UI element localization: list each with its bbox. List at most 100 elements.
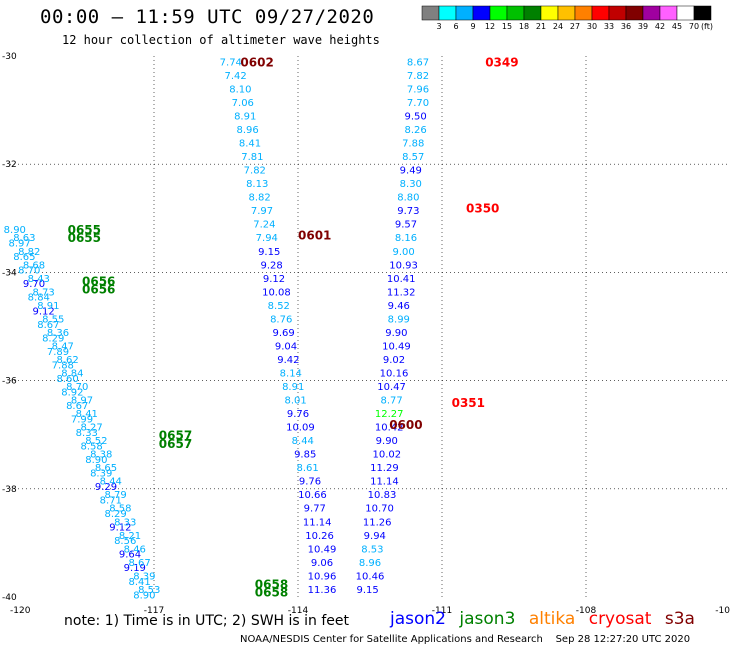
scale-label: 9 [470,22,475,31]
wave-height-value: 7.99 [71,414,93,425]
wave-height-value: 11.36 [308,585,337,596]
pass-number-label: 0656 [82,283,115,297]
wave-height-value: 8.55 [42,314,64,325]
lon-tick-label: -117 [144,606,164,616]
wave-height-value: 8.91 [37,301,59,312]
wave-height-value: 8.10 [229,84,251,95]
scale-swatch [676,5,695,21]
scale-unit: (ft) [701,22,713,31]
wave-height-value: 8.76 [270,314,292,325]
wave-height-value: 8.53 [138,585,160,596]
scale-label: 24 [553,22,563,31]
wave-height-value: 8.41 [128,577,150,588]
wave-height-value: 9.12 [32,306,54,317]
wave-height-value: 9.57 [395,220,417,231]
wave-height-value: 9.29 [95,482,117,493]
wave-height-value: 8.46 [124,544,146,555]
wave-height-value: 8.99 [388,314,410,325]
wave-height-value: 8.33 [114,517,136,528]
color-scale-bar: 3 6 9 12 15 18 21 24 27 30 33 36 39 42 45 70 (ft) [421,5,713,31]
wave-height-value: 10.49 [308,544,337,555]
wave-height-value: 9.28 [260,260,282,271]
wave-height-value: 9.76 [287,409,309,420]
wave-height-value: 8.91 [234,112,256,123]
wave-height-value: 9.73 [397,206,419,217]
wave-height-value: 8.92 [61,387,83,398]
credit-line: NOAA/NESDIS Center for Satellite Applica… [240,634,690,645]
scale-label: 15 [502,22,512,31]
legend-jason2: jason2 [390,609,446,629]
data-points: 7.74 7.42 8.10 7.06 8.91 8.96 8.41 7.81 7.82 8.13… [4,57,429,601]
wave-height-value: 9.94 [364,531,386,542]
scale-swatch [489,5,508,21]
wave-height-value: 7.88 [402,139,424,150]
wave-height-value: 8.56 [114,536,136,547]
pass-number-label: 0349 [485,55,518,69]
wave-height-value: 11.29 [370,463,399,474]
wave-height-value: 8.73 [32,287,54,298]
lon-tick-label: -114 [288,606,309,616]
wave-height-value: 8.39 [90,469,112,480]
pass-number-label: 0656 [82,275,115,289]
wave-height-value: 8.96 [359,558,381,569]
wave-height-value: 8.65 [13,252,35,263]
wave-height-value: 8.39 [133,571,155,582]
wave-height-value: 8.90 [85,455,107,466]
lat-tick-label: -40 [2,593,17,603]
wave-height-value: 8.65 [95,463,117,474]
wave-height-value: 9.90 [385,328,407,339]
pass-number-label: 0657 [159,429,192,443]
scale-swatch [625,5,644,21]
wave-height-value: 8.82 [18,247,40,258]
wave-height-value: 7.06 [232,98,254,109]
axis-ticks: -30 -32 -34 -36 -38 -40 -120 -117 -114 -111 -108 -1… [2,52,730,616]
lat-tick-label: -30 [2,52,17,62]
lon-tick-label: -111 [432,606,452,616]
wave-height-value: 8.67 [66,401,88,412]
wave-height-value: 10.09 [286,423,315,434]
wave-height-value: 8.67 [128,558,150,569]
wave-height-value: 9.64 [119,550,141,561]
wave-height-value: 7.82 [244,166,266,177]
legend-jason3: jason3 [459,609,516,629]
wave-height-value: 8.63 [13,233,35,244]
wave-height-value: 11.32 [387,287,416,298]
pass-number-label: 0351 [452,396,485,410]
wave-height-value: 8.61 [296,463,318,474]
wave-height-value: 10.93 [389,260,418,271]
wave-height-value: 8.29 [42,333,64,344]
wave-height-value: 8.43 [28,274,50,285]
wave-height-value: 8.71 [100,496,122,507]
scale-label: 30 [587,22,597,31]
scale-label: 27 [570,22,580,31]
wave-height-value: 9.49 [400,166,422,177]
wave-height-value: 9.12 [109,523,131,534]
wave-height-value: 8.41 [76,409,98,420]
wave-height-value: 8.82 [248,193,270,204]
wave-height-value: 8.52 [268,301,290,312]
wave-height-value: 7.89 [47,347,69,358]
wave-height-value: 12.27 [375,409,404,420]
lon-tick-label: -10 [715,606,730,616]
legend-s3a: s3a [664,609,695,629]
wave-height-value: 7.82 [407,71,429,82]
wave-height-value: 8.13 [246,179,268,190]
scale-swatch [540,5,559,21]
wave-height-value: 7.24 [253,220,275,231]
credit-org: NOAA/NESDIS Center for Satellite Applica… [240,634,543,645]
wave-height-value: 8.90 [133,590,155,601]
wave-height-value: 8.38 [90,450,112,461]
legend-cryosat: cryosat [588,609,652,629]
scale-label: 18 [519,22,529,31]
lon-tick-label: -108 [576,606,597,616]
wave-height-value: 8.30 [400,179,422,190]
wave-height-value: 9.12 [263,274,285,285]
wave-height-value: 8.67 [37,320,59,331]
wave-height-value: 8.70 [66,382,88,393]
wave-height-value: 8.97 [8,239,30,250]
scale-swatch [506,5,525,21]
wave-height-value: 8.60 [56,374,78,385]
wave-height-value: 10.70 [365,504,394,515]
scale-label: 12 [485,22,495,31]
